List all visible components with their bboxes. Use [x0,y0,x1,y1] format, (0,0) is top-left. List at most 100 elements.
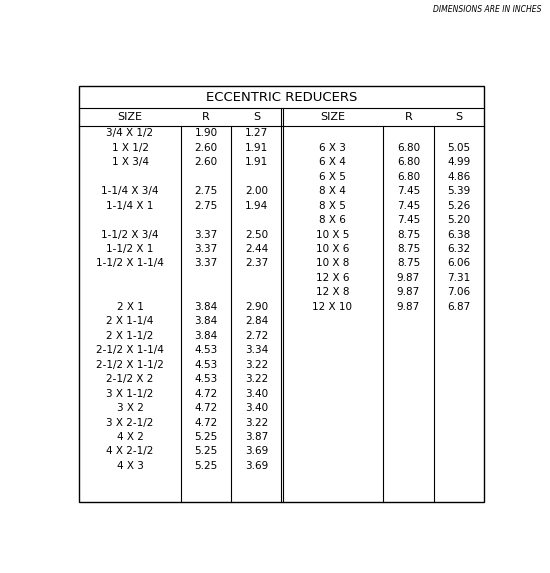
Text: 1 X 1/2: 1 X 1/2 [112,143,148,153]
Text: 12 X 6: 12 X 6 [316,273,349,283]
Text: 5.25: 5.25 [194,446,218,457]
Text: 8.75: 8.75 [397,230,420,240]
Text: SIZE: SIZE [118,112,142,122]
Text: 3.84: 3.84 [194,316,218,326]
Text: R: R [202,112,210,122]
Text: 6.32: 6.32 [447,244,471,254]
Text: R: R [405,112,412,122]
Text: 6.80: 6.80 [397,143,420,153]
Text: 3/4 X 1/2: 3/4 X 1/2 [107,128,153,138]
Text: 2 X 1: 2 X 1 [117,302,144,312]
Text: 3.37: 3.37 [194,258,218,269]
Text: 2.60: 2.60 [194,143,217,153]
Text: 3.69: 3.69 [245,461,268,471]
Text: 3.84: 3.84 [194,302,218,312]
Text: S: S [455,112,463,122]
Text: 5.39: 5.39 [447,186,471,196]
Text: 1.91: 1.91 [245,157,268,167]
Text: 6.87: 6.87 [447,302,471,312]
Text: 2 X 1-1/2: 2 X 1-1/2 [106,331,153,341]
Text: 2.60: 2.60 [194,157,217,167]
Text: 2-1/2 X 1-1/2: 2-1/2 X 1-1/2 [96,360,164,370]
Text: 3 X 1-1/2: 3 X 1-1/2 [106,388,153,399]
Text: 5.25: 5.25 [194,432,218,442]
Text: 5.20: 5.20 [448,215,471,225]
Text: 2.90: 2.90 [245,302,268,312]
Text: 1-1/2 X 1: 1-1/2 X 1 [106,244,153,254]
Text: 6.80: 6.80 [397,172,420,182]
Text: SIZE: SIZE [320,112,345,122]
Text: 3.40: 3.40 [245,388,268,399]
Text: 6.38: 6.38 [447,230,471,240]
Text: 9.87: 9.87 [397,288,420,297]
Text: 2 X 1-1/4: 2 X 1-1/4 [106,316,153,326]
Text: 1 X 3/4: 1 X 3/4 [112,157,148,167]
Text: 3.84: 3.84 [194,331,218,341]
Text: 10 X 6: 10 X 6 [316,244,349,254]
Text: 4.72: 4.72 [194,418,218,427]
Text: 6 X 4: 6 X 4 [319,157,346,167]
Text: 7.31: 7.31 [447,273,471,283]
Text: 3.40: 3.40 [245,403,268,413]
Text: 4.99: 4.99 [447,157,471,167]
Text: 6 X 5: 6 X 5 [319,172,346,182]
Text: 4.72: 4.72 [194,403,218,413]
Text: 3.34: 3.34 [245,345,268,355]
Text: 6 X 3: 6 X 3 [319,143,346,153]
Text: 1.94: 1.94 [245,201,268,211]
Text: 8.75: 8.75 [397,244,420,254]
Text: 8 X 5: 8 X 5 [319,201,346,211]
Text: 3.22: 3.22 [245,360,268,370]
Text: 1.91: 1.91 [245,143,268,153]
Text: 3 X 2-1/2: 3 X 2-1/2 [106,418,153,427]
Text: 6.06: 6.06 [448,258,471,269]
Text: 2-1/2 X 2: 2-1/2 X 2 [106,374,153,384]
Text: 4 X 2-1/2: 4 X 2-1/2 [106,446,153,457]
Text: 10 X 5: 10 X 5 [316,230,349,240]
Text: 4.53: 4.53 [194,360,218,370]
Text: 4 X 3: 4 X 3 [117,461,144,471]
Text: 7.45: 7.45 [397,186,420,196]
Text: 3.37: 3.37 [194,230,218,240]
Text: 4.53: 4.53 [194,345,218,355]
Text: 2-1/2 X 1-1/4: 2-1/2 X 1-1/4 [96,345,164,355]
Text: 2.84: 2.84 [245,316,268,326]
Text: 2.50: 2.50 [245,230,268,240]
Text: 5.25: 5.25 [194,461,218,471]
Text: 4 X 2: 4 X 2 [117,432,144,442]
Text: 1.27: 1.27 [245,128,268,138]
Text: 4.86: 4.86 [447,172,471,182]
Text: 12 X 8: 12 X 8 [316,288,349,297]
Text: 3.87: 3.87 [245,432,268,442]
Text: DIMENSIONS ARE IN INCHES: DIMENSIONS ARE IN INCHES [433,5,542,14]
Text: 1-1/2 X 1-1/4: 1-1/2 X 1-1/4 [96,258,164,269]
Text: 7.45: 7.45 [397,215,420,225]
Text: 1.90: 1.90 [194,128,217,138]
Text: 12 X 10: 12 X 10 [312,302,353,312]
Text: 9.87: 9.87 [397,273,420,283]
Text: 8.75: 8.75 [397,258,420,269]
Text: 3.22: 3.22 [245,374,268,384]
Text: 3.37: 3.37 [194,244,218,254]
Text: 4.72: 4.72 [194,388,218,399]
Text: 7.45: 7.45 [397,201,420,211]
Text: 8 X 6: 8 X 6 [319,215,346,225]
Text: 3 X 2: 3 X 2 [117,403,144,413]
Text: 1-1/4 X 1: 1-1/4 X 1 [106,201,153,211]
Text: 9.87: 9.87 [397,302,420,312]
Text: 8 X 4: 8 X 4 [319,186,346,196]
Text: 5.26: 5.26 [447,201,471,211]
Text: 2.00: 2.00 [245,186,268,196]
Text: 2.75: 2.75 [194,201,218,211]
Text: 2.72: 2.72 [245,331,268,341]
Text: 1-1/2 X 3/4: 1-1/2 X 3/4 [101,230,159,240]
Text: S: S [253,112,260,122]
Text: 10 X 8: 10 X 8 [316,258,349,269]
Text: 7.06: 7.06 [448,288,471,297]
Text: 1-1/4 X 3/4: 1-1/4 X 3/4 [101,186,159,196]
Text: 6.80: 6.80 [397,157,420,167]
Text: 4.53: 4.53 [194,374,218,384]
Text: ECCENTRIC REDUCERS: ECCENTRIC REDUCERS [206,91,358,104]
Text: 2.37: 2.37 [245,258,268,269]
Text: 3.69: 3.69 [245,446,268,457]
